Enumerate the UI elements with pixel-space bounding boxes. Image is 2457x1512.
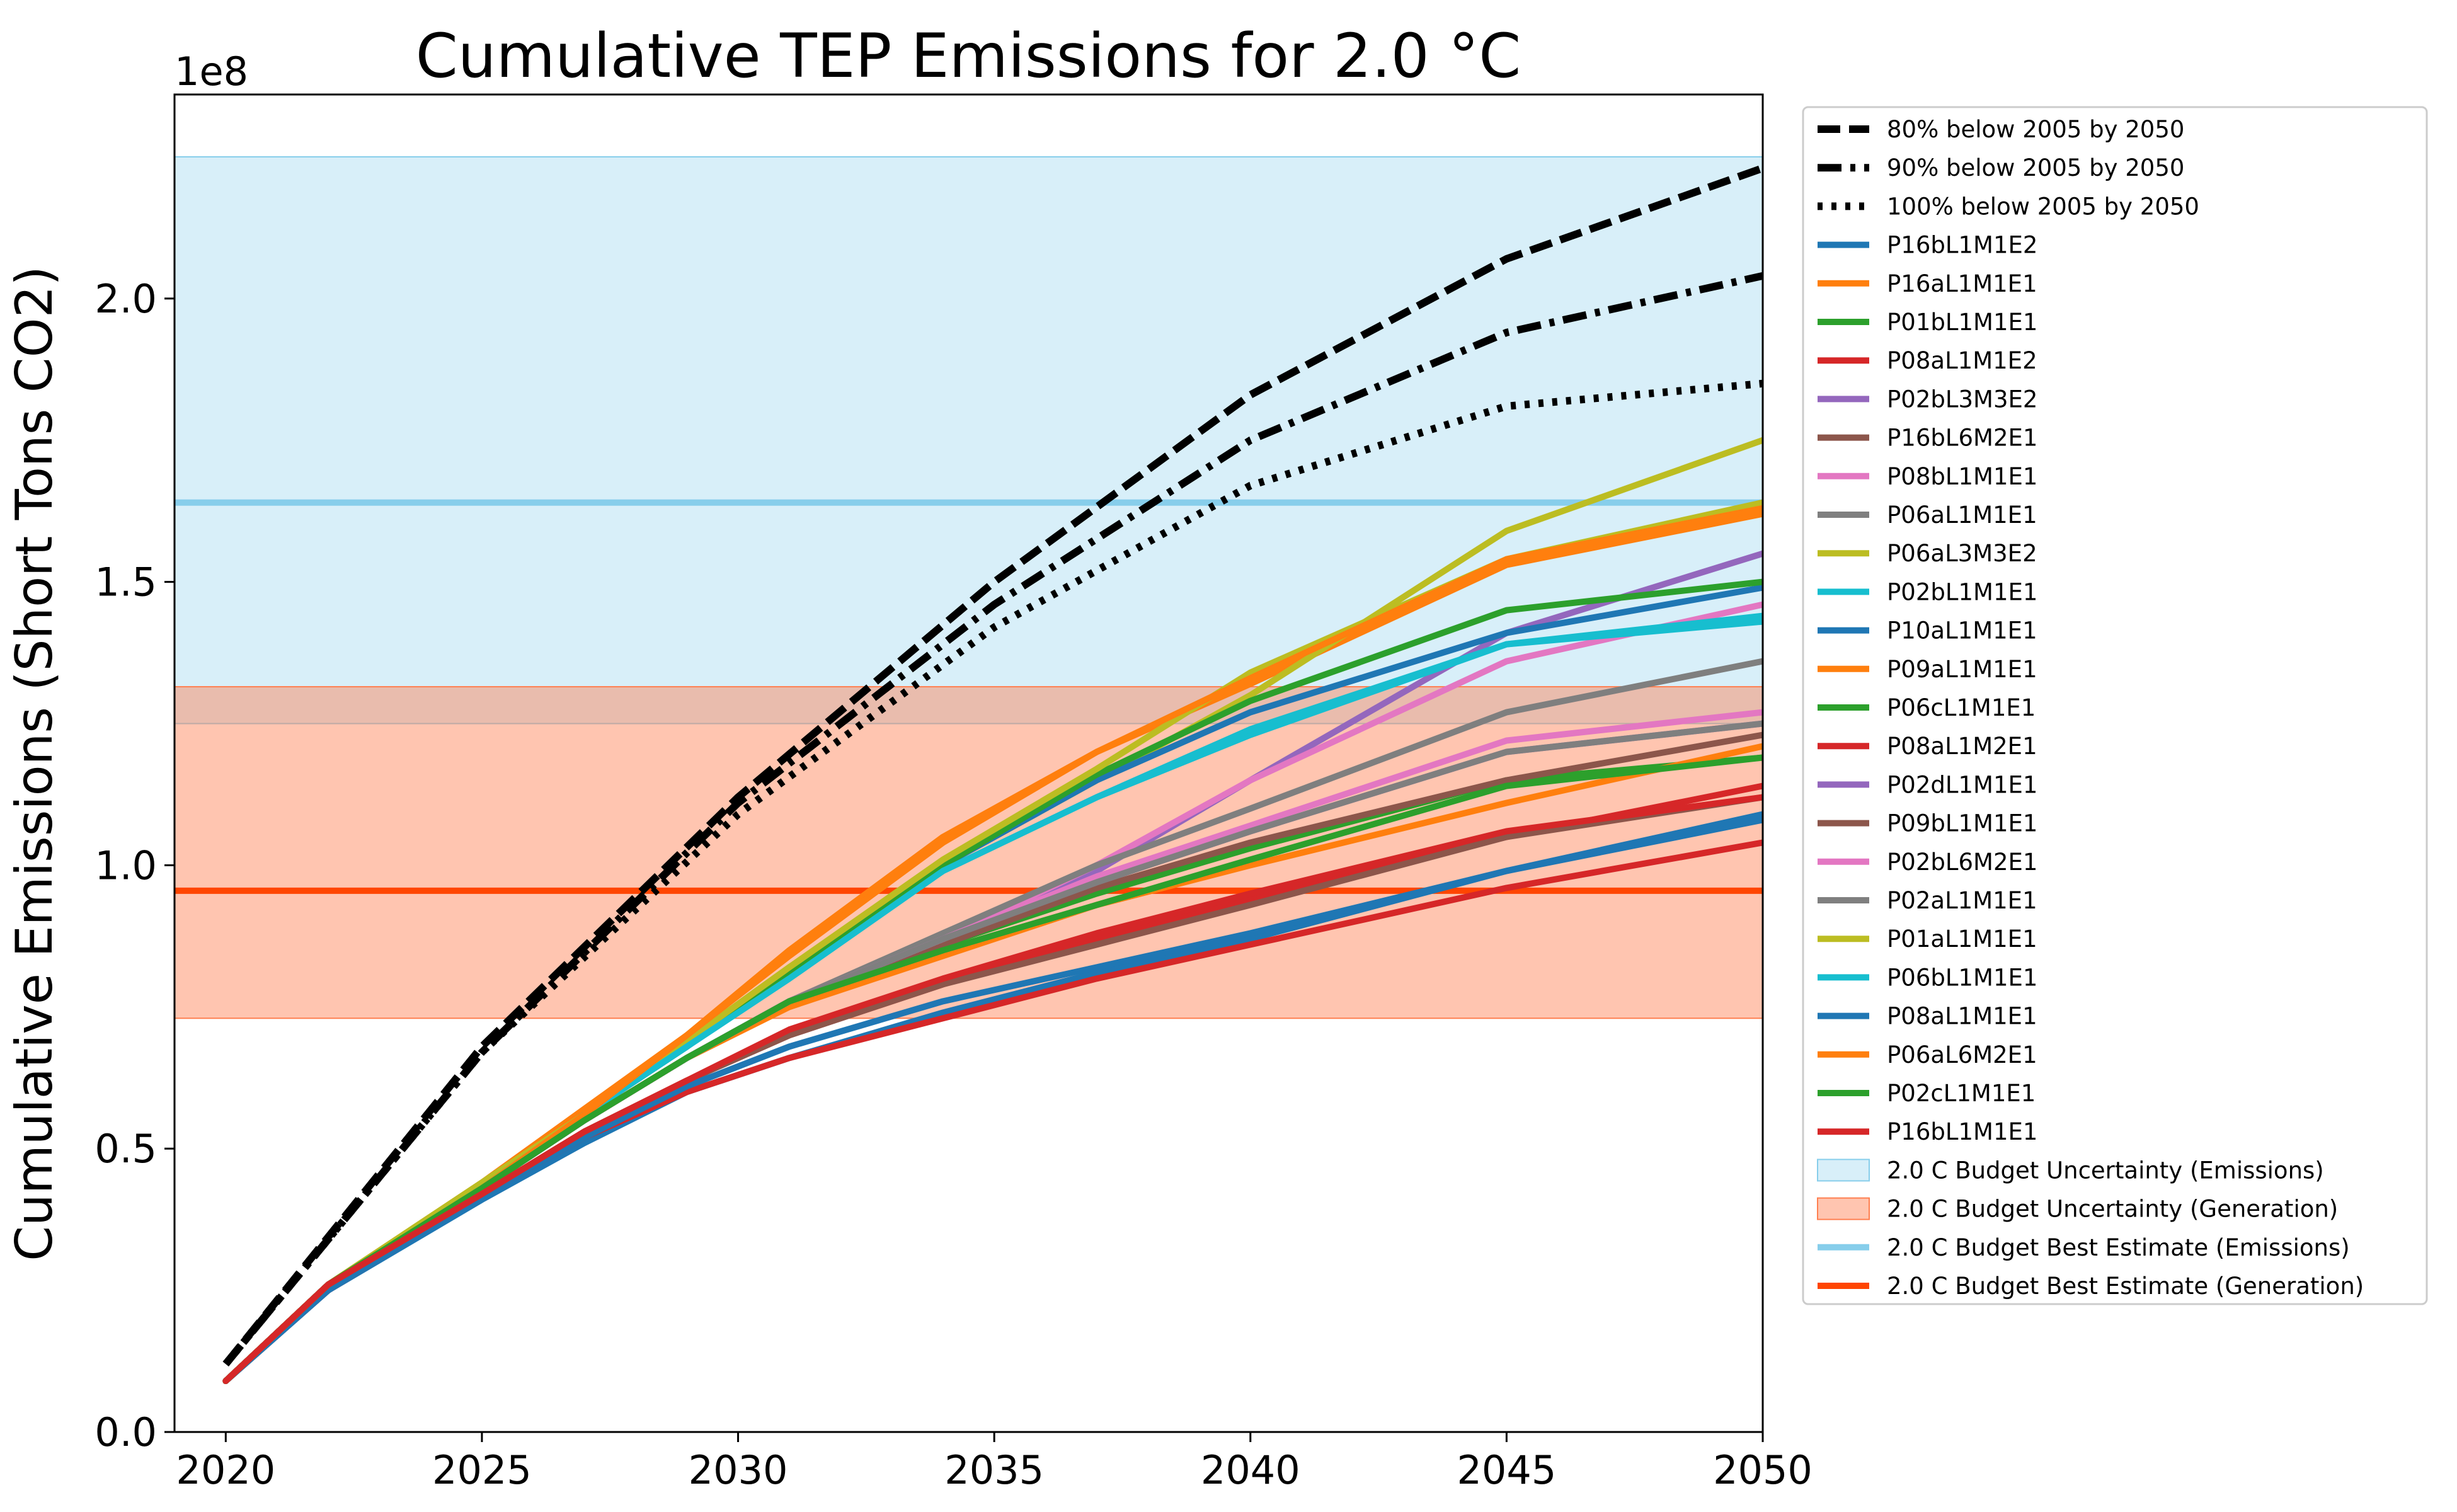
- legend-label: P10aL1M1E1: [1887, 617, 2037, 644]
- chart-title: Cumulative TEP Emissions for 2.0 °C: [416, 21, 1521, 91]
- legend-label: P02bL1M1E1: [1887, 578, 2037, 605]
- legend-label: P06cL1M1E1: [1887, 694, 2036, 721]
- legend-label: P08aL1M1E1: [1887, 1003, 2037, 1030]
- legend-label: 2.0 C Budget Uncertainty (Generation): [1887, 1196, 2338, 1223]
- band-0: [175, 156, 1763, 724]
- y-axis-label: Cumulative Emissions (Short Tons CO2): [5, 266, 64, 1261]
- legend-label: P01bL1M1E1: [1887, 309, 2037, 336]
- legend-label: P01aL1M1E1: [1887, 925, 2037, 953]
- reference-80-below-2005-by-2050: [222, 164, 1763, 1366]
- legend-label: P06bL1M1E1: [1887, 964, 2037, 991]
- x-tick-label: 2040: [1201, 1447, 1300, 1493]
- y-tick-label: 2.0: [94, 276, 157, 322]
- series-p16bl1m1e1: [222, 794, 1763, 1385]
- legend-label: 2.0 C Budget Best Estimate (Generation): [1887, 1273, 2364, 1300]
- x-tick-label: 2020: [176, 1447, 275, 1493]
- y-tick-label: 0.5: [94, 1126, 157, 1172]
- legend-label: P16bL1M1E2: [1887, 232, 2037, 259]
- series-p01al1m1e1: [222, 499, 1763, 1385]
- plot-frame: [173, 93, 1764, 1433]
- y-tick-label: 1.5: [94, 559, 157, 605]
- series-p02cl1m1e1: [222, 754, 1763, 1385]
- legend-label: P02bL6M2E1: [1887, 849, 2037, 876]
- legend-label: P06aL6M2E1: [1887, 1041, 2037, 1068]
- legend-label: P16bL1M1E1: [1887, 1118, 2037, 1145]
- legend: 80% below 2005 by 2050 90% below 2005 by …: [1802, 106, 2428, 1305]
- x-tick-label: 2025: [432, 1447, 532, 1493]
- x-tick-label: 2050: [1713, 1447, 1813, 1493]
- y-axis: 0.0 0.5 1.0 1.5 2.0: [94, 276, 175, 1455]
- reference-90-below-2005-by-2050: [222, 272, 1763, 1366]
- y-offset-label: 1e8: [175, 49, 248, 94]
- legend-label: P02bL3M3E2: [1887, 386, 2037, 413]
- y-tick-label: 0.0: [94, 1409, 157, 1455]
- x-tick-label: 2045: [1457, 1447, 1556, 1493]
- legend-label: 90% below 2005 by 2050: [1887, 154, 2184, 181]
- x-tick-label: 2035: [944, 1447, 1044, 1493]
- y-tick-label: 1.0: [94, 842, 157, 888]
- x-tick-label: 2030: [689, 1447, 788, 1493]
- legend-label: P09aL1M1E1: [1887, 656, 2037, 683]
- legend-label: 80% below 2005 by 2050: [1887, 116, 2184, 143]
- legend-label: 2.0 C Budget Best Estimate (Emissions): [1887, 1234, 2350, 1261]
- legend-label: 100% below 2005 by 2050: [1887, 193, 2199, 220]
- legend-label: P08aL1M1E2: [1887, 347, 2037, 374]
- plot-area: [175, 156, 1763, 1385]
- legend-label: P02aL1M1E1: [1887, 887, 2037, 914]
- legend-label: P06aL1M1E1: [1887, 501, 2037, 529]
- legend-swatch: [1817, 1197, 1870, 1220]
- legend-label: P16aL1M1E1: [1887, 270, 2037, 297]
- legend-label: P16bL6M2E1: [1887, 425, 2037, 452]
- legend-label: P08bL1M1E1: [1887, 463, 2037, 490]
- reference-100-below-2005-by-2050: [222, 379, 1763, 1366]
- x-axis: 2020 2025 2030 2035 2040 2045 2050: [176, 1432, 1813, 1493]
- legend-label: 2.0 C Budget Uncertainty (Emissions): [1887, 1157, 2324, 1184]
- legend-swatch: [1817, 1159, 1870, 1182]
- scenario-series: [222, 437, 1763, 1385]
- legend-label: P09bL1M1E1: [1887, 810, 2037, 837]
- legend-label: P06aL3M3E2: [1887, 540, 2037, 567]
- reference-series: [222, 164, 1763, 1366]
- legend-frame: [1802, 106, 2428, 1305]
- legend-label: P08aL1M2E1: [1887, 733, 2037, 760]
- legend-label: P02dL1M1E1: [1887, 771, 2037, 798]
- legend-label: P02cL1M1E1: [1887, 1080, 2036, 1107]
